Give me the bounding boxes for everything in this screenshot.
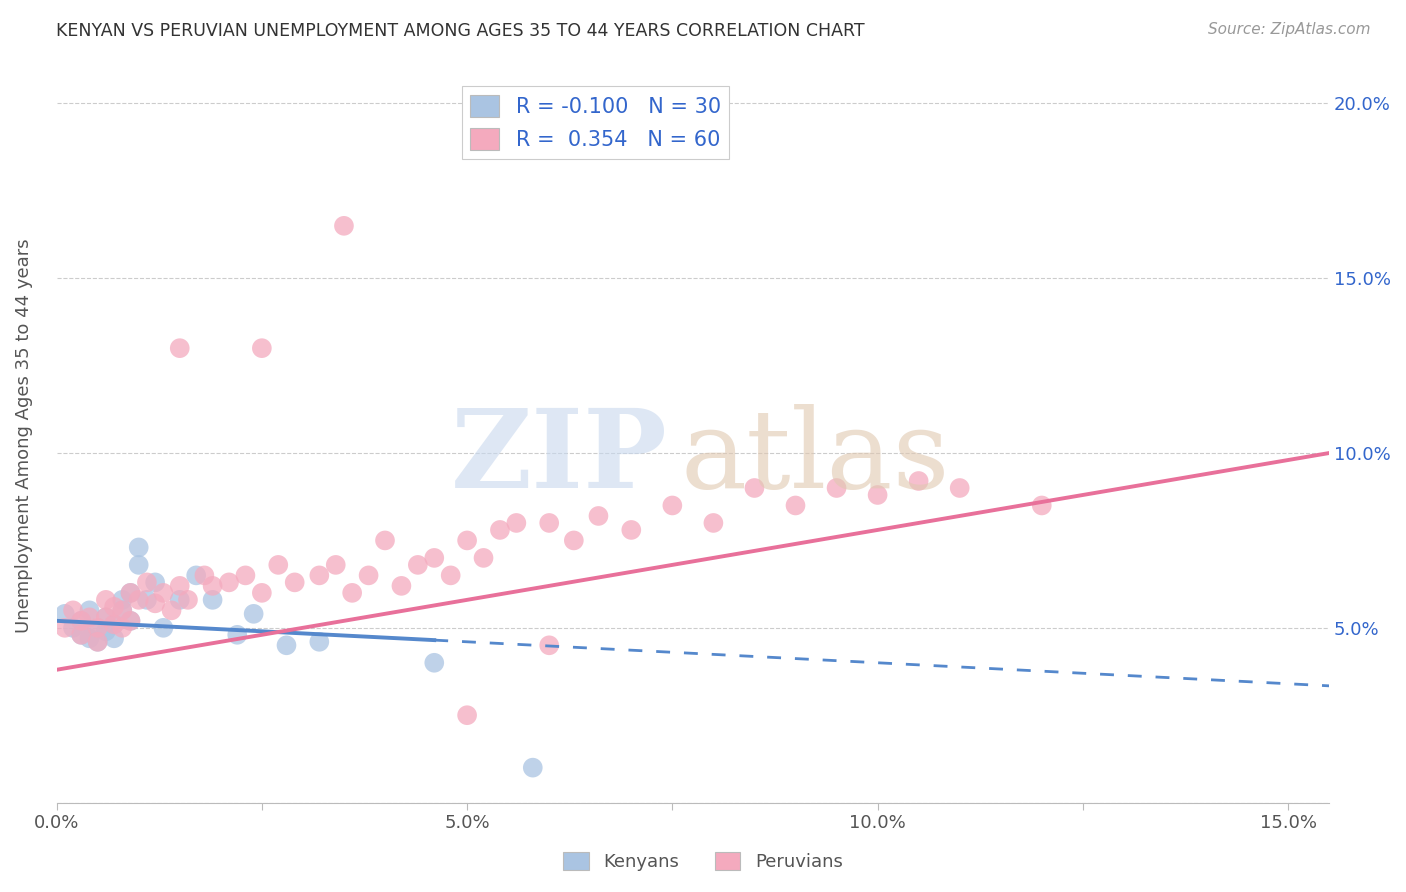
Point [226, 628, 249, 642]
Point [79, 603, 101, 617]
Point [866, 488, 889, 502]
Point [284, 575, 307, 590]
Point [538, 516, 561, 530]
Point [505, 516, 527, 530]
Point [374, 533, 396, 548]
Point [70, 614, 93, 628]
Point [276, 638, 298, 652]
Point [53, 621, 76, 635]
Point [94, 610, 117, 624]
Point [907, 474, 929, 488]
Point [152, 586, 174, 600]
Point [94, 624, 117, 639]
Point [423, 550, 446, 565]
Point [120, 614, 142, 628]
Point [103, 617, 125, 632]
Point [111, 592, 134, 607]
Text: KENYAN VS PERUVIAN UNEMPLOYMENT AMONG AGES 35 TO 44 YEARS CORRELATION CHART: KENYAN VS PERUVIAN UNEMPLOYMENT AMONG AG… [56, 22, 865, 40]
Y-axis label: Unemployment Among Ages 35 to 44 years: Unemployment Among Ages 35 to 44 years [15, 238, 32, 632]
Point [744, 481, 766, 495]
Point [169, 592, 191, 607]
Text: Source: ZipAtlas.com: Source: ZipAtlas.com [1208, 22, 1371, 37]
Point [103, 632, 125, 646]
Point [333, 219, 356, 233]
Point [86, 635, 108, 649]
Text: ZIP: ZIP [451, 404, 668, 511]
Point [169, 341, 191, 355]
Point [538, 638, 561, 652]
Point [143, 596, 166, 610]
Point [94, 610, 117, 624]
Legend: R = -0.100   N = 30, R =  0.354   N = 60: R = -0.100 N = 30, R = 0.354 N = 60 [461, 87, 730, 159]
Point [120, 586, 142, 600]
Point [308, 568, 330, 582]
Point [152, 621, 174, 635]
Point [456, 708, 478, 723]
Point [825, 481, 848, 495]
Point [86, 621, 108, 635]
Legend: Kenyans, Peruvians: Kenyans, Peruvians [557, 845, 849, 879]
Point [406, 558, 429, 572]
Point [111, 621, 134, 635]
Point [661, 499, 683, 513]
Point [70, 614, 93, 628]
Point [160, 603, 183, 617]
Point [456, 533, 478, 548]
Point [440, 568, 463, 582]
Point [620, 523, 643, 537]
Point [86, 621, 108, 635]
Point [522, 761, 544, 775]
Point [340, 586, 363, 600]
Point [489, 523, 512, 537]
Point [785, 499, 807, 513]
Point [128, 541, 150, 555]
Point [120, 586, 142, 600]
Point [235, 568, 257, 582]
Point [242, 607, 264, 621]
Point [128, 592, 150, 607]
Point [308, 635, 330, 649]
Point [70, 628, 93, 642]
Point [86, 635, 108, 649]
Point [79, 632, 101, 646]
Text: atlas: atlas [681, 404, 950, 511]
Point [53, 607, 76, 621]
Point [1031, 499, 1053, 513]
Point [135, 592, 157, 607]
Point [357, 568, 380, 582]
Point [201, 592, 224, 607]
Point [143, 575, 166, 590]
Point [70, 628, 93, 642]
Point [325, 558, 347, 572]
Point [267, 558, 290, 572]
Point [79, 610, 101, 624]
Point [94, 592, 117, 607]
Point [588, 508, 610, 523]
Point [111, 603, 134, 617]
Point [103, 599, 125, 614]
Point [702, 516, 724, 530]
Point [62, 603, 84, 617]
Point [472, 550, 495, 565]
Point [250, 586, 273, 600]
Point [201, 579, 224, 593]
Point [135, 575, 157, 590]
Point [62, 621, 84, 635]
Point [169, 579, 191, 593]
Point [177, 592, 200, 607]
Point [120, 614, 142, 628]
Point [250, 341, 273, 355]
Point [193, 568, 215, 582]
Point [128, 558, 150, 572]
Point [218, 575, 240, 590]
Point [391, 579, 413, 593]
Point [103, 617, 125, 632]
Point [111, 603, 134, 617]
Point [423, 656, 446, 670]
Point [562, 533, 585, 548]
Point [949, 481, 972, 495]
Point [186, 568, 208, 582]
